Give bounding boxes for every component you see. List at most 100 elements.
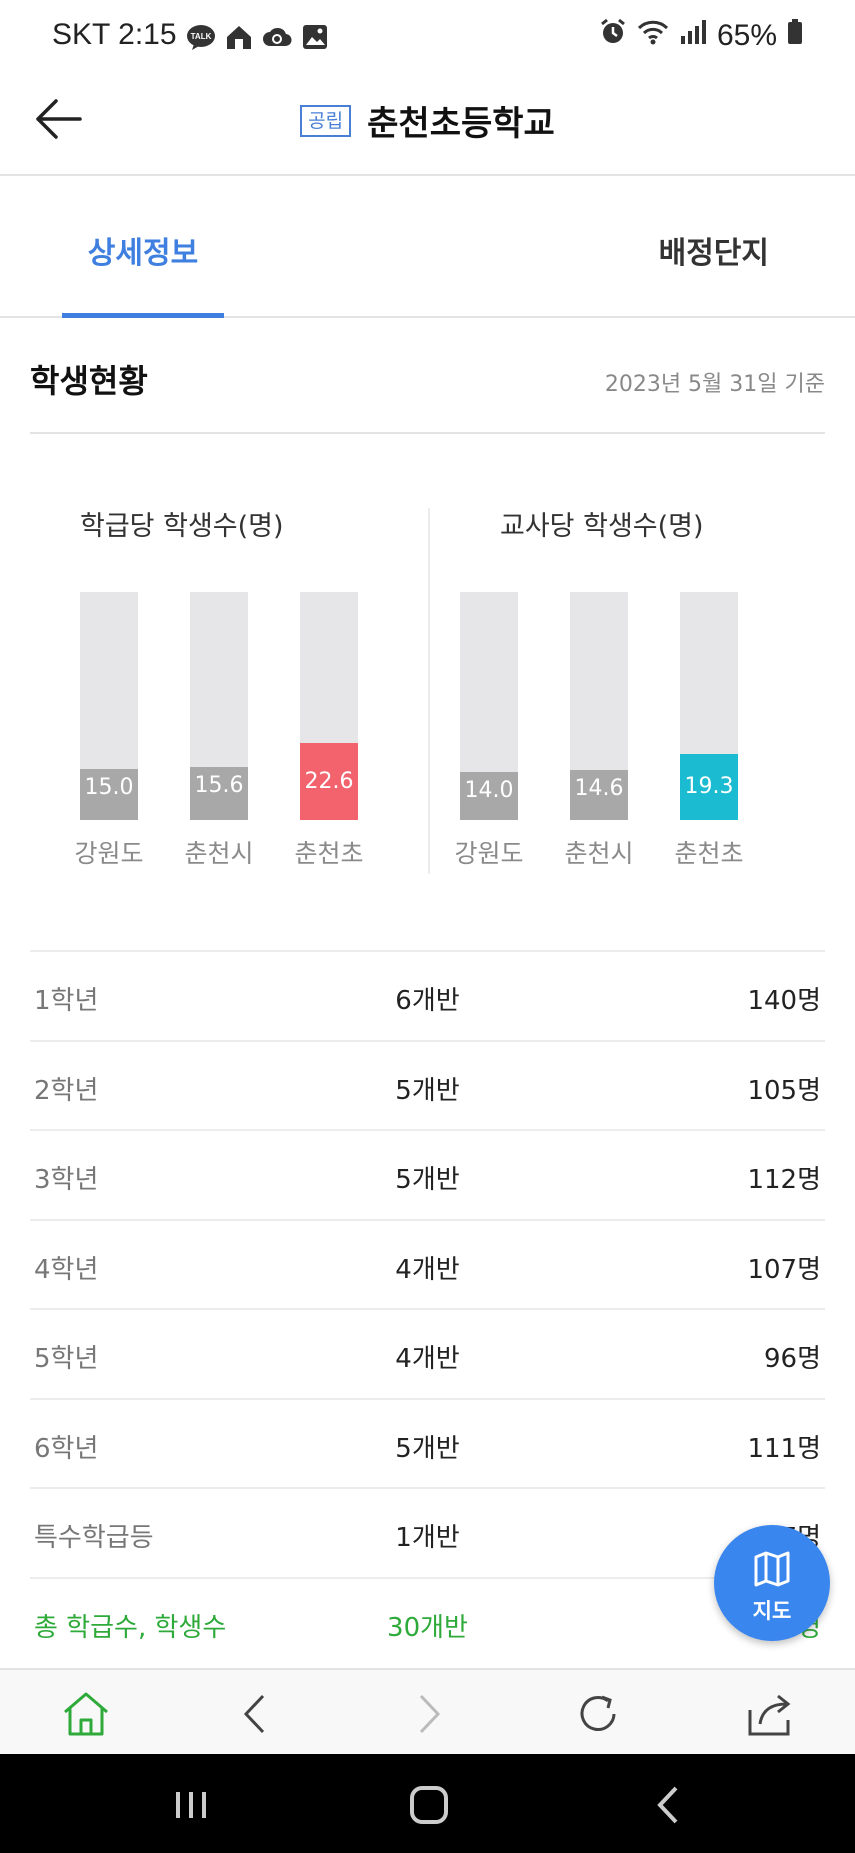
student-count: 112명 (747, 1165, 821, 1195)
tab-assigned-complex[interactable]: 배정단지 (658, 236, 769, 271)
signal-icon (679, 18, 707, 54)
browser-back-button[interactable] (230, 1688, 282, 1740)
bar: 15.0 (80, 768, 138, 820)
chart-divider (428, 508, 430, 874)
table-row: 3학년 5개반 112명 (30, 1129, 825, 1219)
section-header: 학생현황 2023년 5월 31일 기준 (30, 318, 825, 434)
bar-track: 14.0 (460, 592, 518, 820)
section-date: 2023년 5월 31일 기준 (604, 372, 825, 397)
table-row: 4학년 4개반 107명 (30, 1218, 825, 1309)
bar-track: 22.6 (300, 592, 358, 820)
grade-label: 4학년 (34, 1254, 99, 1285)
refresh-button[interactable] (572, 1688, 624, 1740)
battery-percent: 65% (716, 19, 777, 52)
recents-icon (176, 1792, 206, 1818)
carrier-time: SKT 2:15 (52, 18, 177, 51)
tab-detail-info[interactable]: 상세정보 (87, 236, 199, 271)
status-bar: SKT 2:15 TALK 65% (0, 0, 855, 76)
bar-group: 22.6 춘천초 (294, 592, 364, 868)
grade-label: 3학년 (34, 1165, 99, 1195)
chevron-left-icon (243, 1694, 265, 1734)
table-row: 2학년 5개반 105명 (30, 1039, 825, 1130)
grade-label: 6학년 (34, 1433, 99, 1464)
student-count: 105명 (747, 1075, 821, 1106)
smart-home-icon (224, 22, 254, 52)
bar-group: 14.6 춘천시 (564, 592, 634, 868)
chart-students-per-class: 학급당 학생수(명) 15.0 강원도 15.6 춘천시 22.6 춘천초 (30, 434, 428, 874)
page-title: 춘천초등학교 (367, 104, 555, 144)
table-row: 6학년 5개반 111명 (30, 1397, 825, 1488)
school-type-badge: 공립 (300, 104, 352, 137)
grade-label: 특수학급등 (34, 1523, 154, 1553)
student-count: 107명 (747, 1254, 821, 1285)
browser-toolbar (0, 1668, 855, 1754)
back-chevron-icon (657, 1786, 678, 1824)
bar: 15.6 (190, 766, 248, 820)
home-square-icon (410, 1786, 448, 1824)
grade-label: 2학년 (34, 1075, 99, 1106)
bar-track: 19.3 (680, 592, 738, 820)
alarm-icon (599, 18, 627, 54)
chart-title: 학급당 학생수(명) (80, 511, 284, 542)
bar-track: 15.0 (80, 592, 138, 820)
system-nav-bar (0, 1754, 855, 1853)
bar-group: 14.0 강원도 (454, 592, 524, 868)
system-back-button[interactable] (644, 1780, 694, 1830)
tab-bar: 상세정보 배정단지 (0, 178, 855, 318)
notification-icons: TALK (186, 22, 330, 52)
class-count: 4개반 (395, 1344, 460, 1374)
title-wrap: 공립 춘천초등학교 (0, 96, 855, 145)
map-button[interactable]: 지도 (714, 1525, 830, 1641)
home-button[interactable] (60, 1688, 112, 1740)
refresh-icon (580, 1695, 616, 1731)
grade-label: 총 학급수, 학생수 (34, 1612, 227, 1643)
cloud-icon (262, 22, 292, 52)
svg-text:TALK: TALK (191, 32, 212, 41)
status-right: 65% (599, 18, 803, 54)
student-count: 111명 (747, 1433, 821, 1464)
bar-track: 15.6 (190, 592, 248, 820)
bar: 14.6 (570, 770, 628, 820)
map-button-label: 지도 (752, 1599, 792, 1623)
section-title: 학생현황 (30, 362, 148, 400)
class-count: 5개반 (395, 1075, 460, 1106)
class-count: 30개반 (387, 1612, 468, 1643)
bar-group: 19.3 춘천초 (674, 592, 744, 868)
chevron-right-icon (419, 1694, 441, 1734)
arrow-left-icon (36, 99, 82, 139)
back-button[interactable] (34, 94, 84, 144)
recents-button[interactable] (166, 1780, 216, 1830)
active-tab-indicator (62, 313, 224, 318)
class-count: 5개반 (395, 1433, 460, 1464)
table-row: 1학년 6개반 140명 (30, 950, 825, 1040)
bar-category-label: 강원도 (74, 839, 144, 868)
grade-label: 1학년 (34, 986, 99, 1016)
share-icon (748, 1694, 791, 1736)
bar-track: 14.6 (570, 592, 628, 820)
bar-category-label: 춘천시 (184, 839, 254, 868)
home-icon (64, 1692, 108, 1736)
class-count: 4개반 (395, 1254, 460, 1285)
bar-category-label: 춘천시 (564, 839, 634, 868)
bar: 14.0 (460, 772, 518, 820)
battery-icon (787, 18, 803, 54)
grade-table: 1학년 6개반 140명 2학년 5개반 105명 3학년 5개반 112명 4학년 4개반 107명… (30, 950, 825, 1666)
bar-category-label: 춘천초 (674, 839, 744, 868)
image-icon (300, 22, 330, 52)
talk-icon: TALK (186, 22, 216, 52)
bar-group: 15.0 강원도 (74, 592, 144, 868)
class-count: 1개반 (395, 1523, 460, 1553)
browser-forward-button[interactable] (402, 1688, 454, 1740)
system-home-button[interactable] (404, 1780, 454, 1830)
total-row: 총 학급수, 학생수30개반678명 (30, 1576, 825, 1667)
bar-category-label: 춘천초 (294, 839, 364, 868)
bar: 22.6 (300, 742, 358, 820)
wifi-icon (637, 18, 669, 54)
grade-label: 5학년 (34, 1344, 99, 1374)
class-count: 6개반 (395, 986, 460, 1016)
student-count: 140명 (747, 986, 821, 1016)
bar-group: 15.6 춘천시 (184, 592, 254, 868)
chart-students-per-teacher: 교사당 학생수(명) 14.0 강원도 14.6 춘천시 19.3 춘천초 (430, 434, 828, 874)
map-icon (754, 1551, 790, 1587)
share-button[interactable] (744, 1688, 796, 1740)
